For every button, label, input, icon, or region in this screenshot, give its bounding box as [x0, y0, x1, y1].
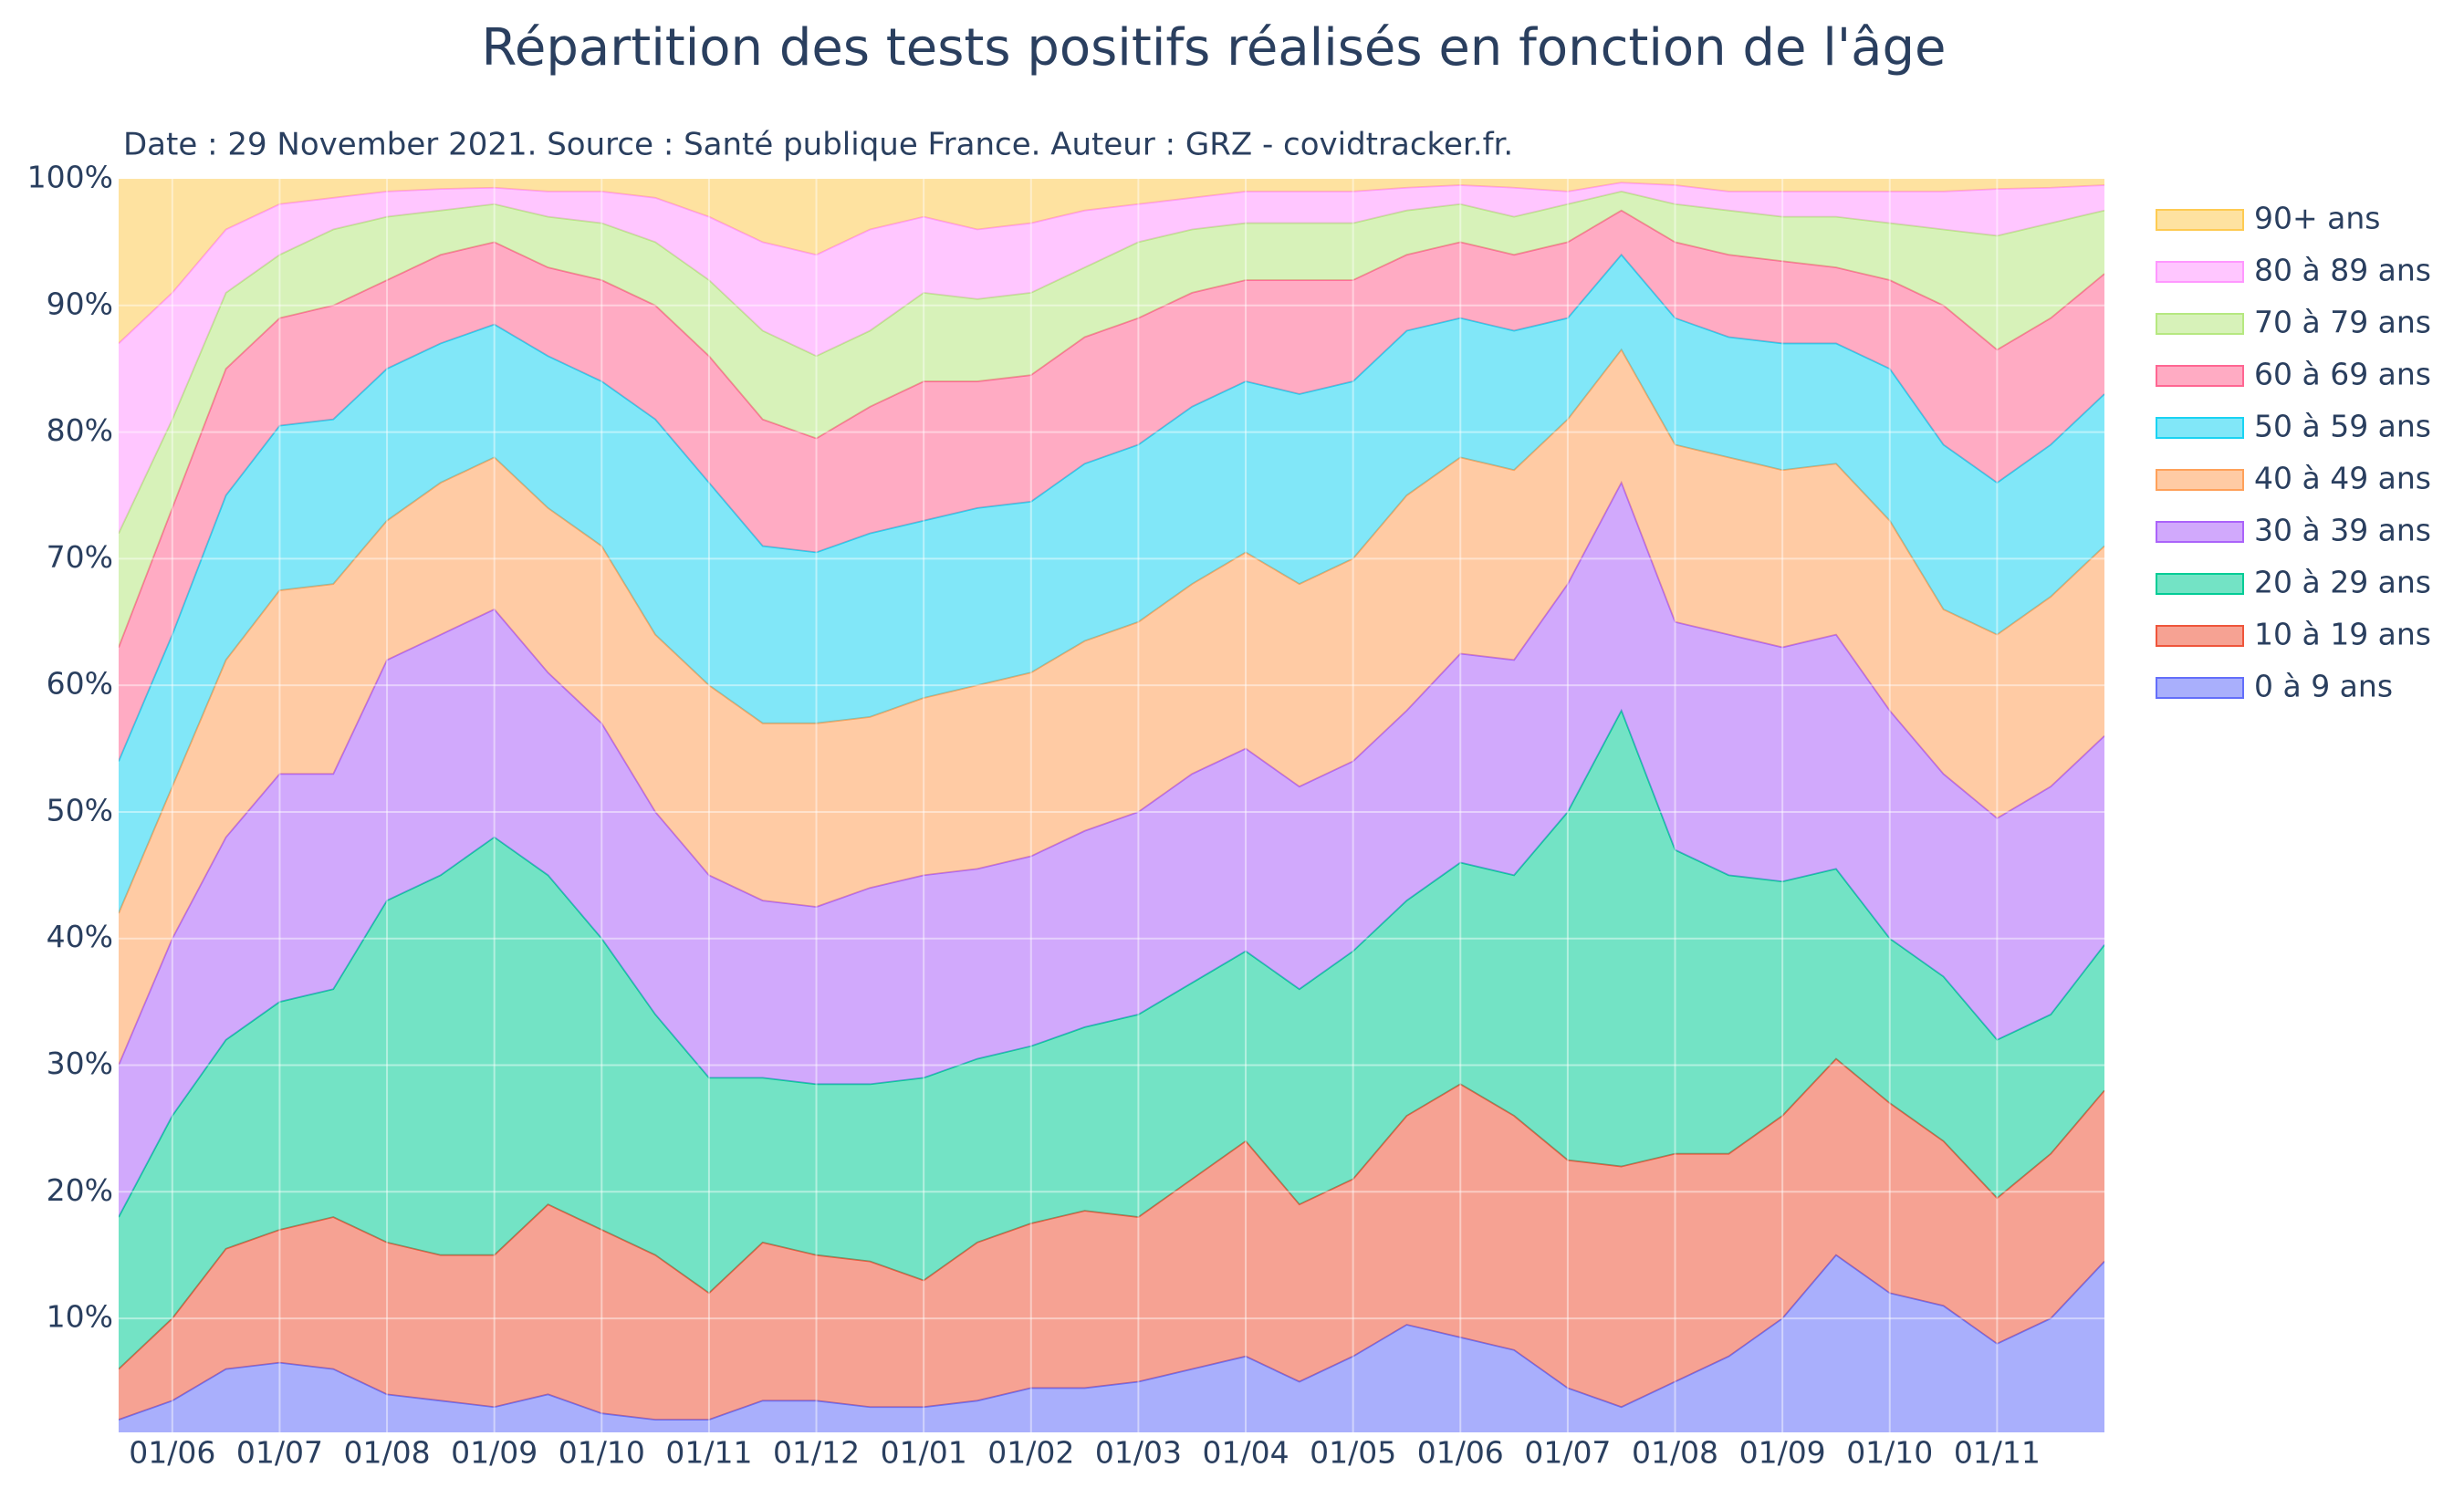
- legend-swatch: [2156, 417, 2244, 439]
- legend-label: 80 à 89 ans: [2254, 253, 2431, 288]
- legend-swatch: [2156, 469, 2244, 491]
- x-tick-label: 01/03: [1095, 1435, 1182, 1471]
- x-tick-label: 01/07: [236, 1435, 323, 1471]
- area: [119, 710, 2104, 1369]
- x-tick-label: 01/02: [987, 1435, 1074, 1471]
- x-tick-label: 01/08: [343, 1435, 430, 1471]
- legend-label: 10 à 19 ans: [2254, 617, 2431, 652]
- x-tick-label: 01/05: [1310, 1435, 1396, 1471]
- area: [119, 210, 2104, 762]
- legend-label: 90+ ans: [2254, 201, 2380, 236]
- x-tick-label: 01/09: [1739, 1435, 1826, 1471]
- y-tick-label: 70%: [47, 539, 113, 575]
- area: [119, 191, 2104, 648]
- x-tick-label: 01/10: [559, 1435, 645, 1471]
- y-tick-label: 60%: [47, 666, 113, 702]
- legend-label: 50 à 59 ans: [2254, 409, 2431, 444]
- x-tick-label: 01/06: [129, 1435, 215, 1471]
- area: [119, 182, 2104, 534]
- legend-swatch: [2156, 313, 2244, 335]
- x-tick-label: 01/11: [665, 1435, 752, 1471]
- y-tick-label: 50%: [47, 792, 113, 827]
- legend-swatch: [2156, 261, 2244, 283]
- x-tick-label: 01/08: [1632, 1435, 1718, 1471]
- x-tick-label: 01/10: [1846, 1435, 1933, 1471]
- y-tick-label: 40%: [47, 919, 113, 954]
- area: [119, 255, 2104, 913]
- y-tick-label: 90%: [47, 286, 113, 321]
- legend-label: 20 à 29 ans: [2254, 565, 2431, 600]
- x-tick-label: 01/04: [1202, 1435, 1289, 1471]
- x-tick-label: 01/06: [1417, 1435, 1504, 1471]
- y-tick-label: 80%: [47, 412, 113, 448]
- x-tick-label: 01/01: [881, 1435, 967, 1471]
- chart-subtitle: Date : 29 November 2021. Source : Santé …: [123, 127, 1513, 163]
- area: [119, 483, 2104, 1218]
- area: [119, 1254, 2104, 1432]
- legend-swatch: [2156, 209, 2244, 231]
- x-tick-label: 01/12: [773, 1435, 860, 1471]
- area: [119, 179, 2104, 344]
- y-tick-label: 100%: [27, 160, 113, 195]
- y-tick-label: 30%: [47, 1046, 113, 1081]
- legend-swatch: [2156, 677, 2244, 699]
- legend-label: 30 à 39 ans: [2254, 513, 2431, 548]
- plot-area: [119, 179, 2104, 1432]
- legend-label: 60 à 69 ans: [2254, 357, 2431, 392]
- legend-label: 0 à 9 ans: [2254, 669, 2393, 704]
- legend-swatch: [2156, 521, 2244, 543]
- legend-swatch: [2156, 625, 2244, 647]
- y-tick-label: 20%: [47, 1172, 113, 1208]
- x-tick-label: 01/07: [1524, 1435, 1611, 1471]
- area: [119, 349, 2104, 1066]
- chart-title: Répartition des tests positifs réalisés …: [482, 18, 1947, 78]
- legend-swatch: [2156, 573, 2244, 595]
- area: [119, 1058, 2104, 1421]
- legend-swatch: [2156, 365, 2244, 387]
- x-tick-label: 01/11: [1954, 1435, 2041, 1471]
- legend-label: 40 à 49 ans: [2254, 461, 2431, 496]
- legend-label: 70 à 79 ans: [2254, 305, 2431, 340]
- y-tick-label: 10%: [47, 1299, 113, 1335]
- x-tick-label: 01/09: [451, 1435, 538, 1471]
